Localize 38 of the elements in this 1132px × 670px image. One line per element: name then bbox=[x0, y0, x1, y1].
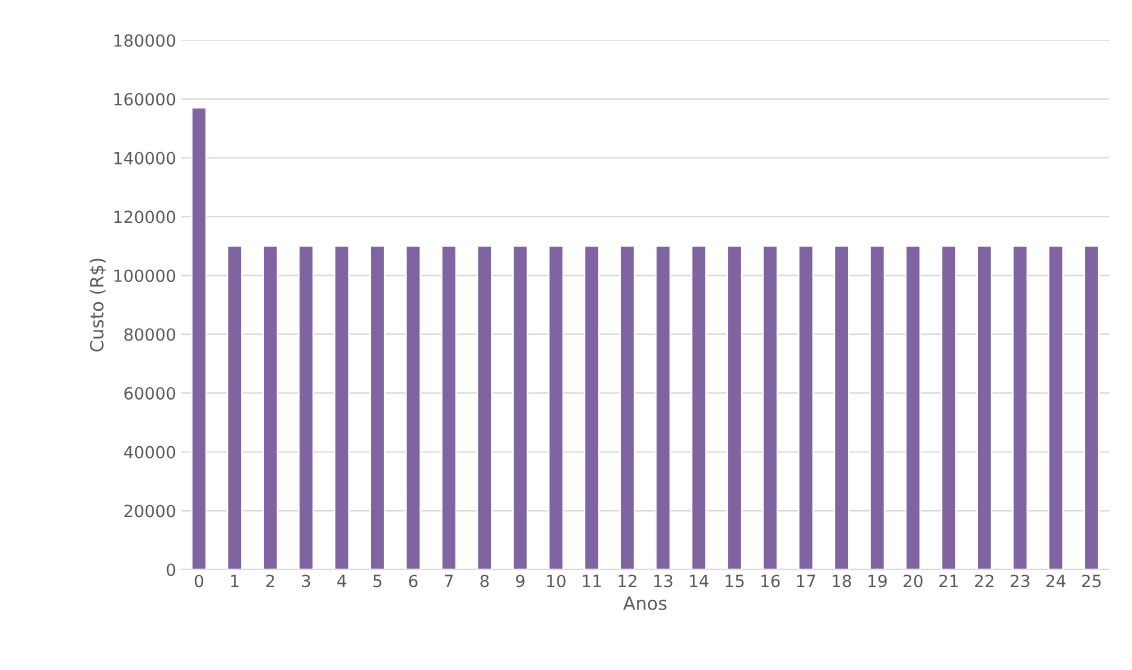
x-tick-label: 22 bbox=[975, 574, 994, 588]
x-axis-title: Anos bbox=[623, 596, 667, 611]
y-tick-label: 0 bbox=[166, 563, 176, 577]
x-tick-label: 16 bbox=[761, 574, 780, 588]
x-tick-label: 8 bbox=[480, 574, 489, 588]
x-tick-label: 10 bbox=[547, 574, 566, 588]
y-axis-title: Custo (R$) bbox=[89, 258, 106, 352]
x-tick-label: 1 bbox=[231, 574, 239, 588]
x-tick-label: 17 bbox=[797, 574, 816, 588]
y-tick-label: 160000 bbox=[114, 92, 176, 106]
y-tick-label: 140000 bbox=[114, 151, 176, 165]
y-tick-label: 120000 bbox=[114, 210, 176, 224]
x-tick-label: 3 bbox=[302, 574, 311, 588]
y-tick-label: 60000 bbox=[124, 387, 176, 400]
x-tick-label: 15 bbox=[725, 574, 744, 588]
y-tick-label: 100000 bbox=[114, 269, 176, 283]
x-tick-label: 14 bbox=[690, 574, 709, 588]
y-tick-label: 40000 bbox=[124, 445, 176, 459]
x-tick-label: 7 bbox=[444, 574, 453, 588]
y-tick-label: 180000 bbox=[114, 34, 176, 47]
x-tick-label: 13 bbox=[654, 574, 673, 588]
y-tick-label: 80000 bbox=[124, 328, 176, 341]
x-tick-label: 9 bbox=[516, 574, 525, 588]
x-tick-label: 23 bbox=[1010, 574, 1030, 588]
x-tick-label: 21 bbox=[939, 574, 958, 588]
x-tick-label: 4 bbox=[337, 574, 347, 588]
x-tick-label: 2 bbox=[266, 574, 275, 588]
x-tick-label: 18 bbox=[832, 574, 852, 588]
x-tick-label: 24 bbox=[1046, 574, 1066, 588]
x-tick-label: 5 bbox=[373, 574, 382, 588]
x-tick-label: 20 bbox=[903, 574, 923, 588]
y-tick-label: 20000 bbox=[124, 504, 176, 518]
x-tick-label: 6 bbox=[409, 574, 418, 588]
x-tick-label: 0 bbox=[194, 574, 204, 588]
x-tick-label: 25 bbox=[1082, 574, 1101, 588]
x-tick-label: 19 bbox=[868, 574, 887, 588]
x-tick-label: 11 bbox=[582, 574, 601, 588]
x-tick-label: 12 bbox=[618, 574, 637, 588]
